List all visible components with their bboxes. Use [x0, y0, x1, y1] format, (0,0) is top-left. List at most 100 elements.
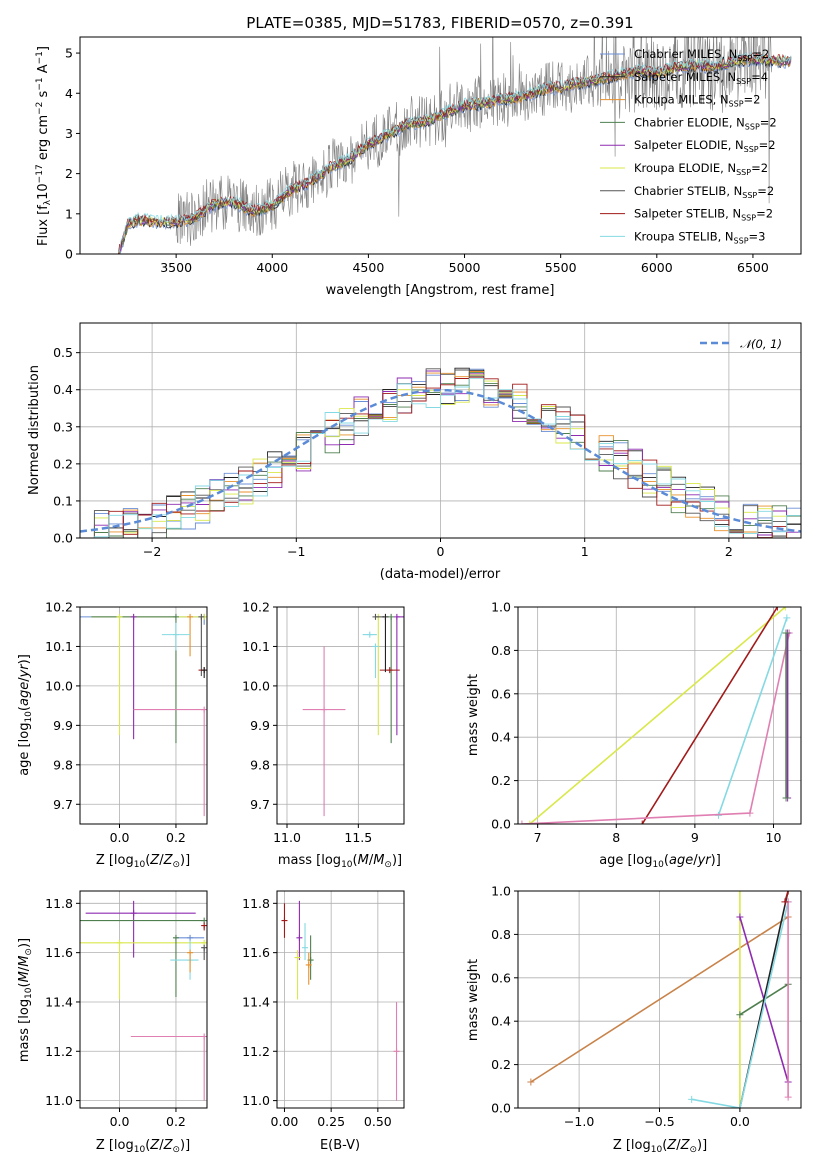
mass-vs-ebv-xlabel: E(B-V)	[320, 1138, 360, 1153]
residuals-xtick-label: 0	[437, 544, 445, 559]
spectrum-xtick-label: 4500	[352, 260, 384, 275]
age_vs_mass-xtick-label: 11.0	[273, 830, 301, 845]
spectrum-legend-label-sub: SSP	[737, 54, 752, 63]
mass_vs_ebv-plot-area	[281, 900, 400, 1101]
spectrum-ytick-label: 4	[65, 86, 73, 101]
spectrum-legend-label-base: Salpeter ELODIE, N	[634, 138, 744, 152]
age_vs_Z-point	[172, 631, 179, 638]
residuals-ytick-label: 0.5	[53, 345, 73, 360]
weight_vs_age-ytick-label: 0.6	[491, 686, 511, 701]
spectrum-legend-label-base: Chabrier MILES, N	[634, 47, 737, 61]
age_vs_Z-ytick-label: 9.9	[53, 718, 73, 733]
weight_vs_age-series-marker	[526, 820, 534, 824]
age_vs_mass-point	[388, 613, 395, 620]
age_vs_Z-ytick-label: 10.0	[45, 678, 73, 693]
spectrum-ytick-label: 0	[65, 247, 73, 262]
spectrum-legend-label-base: Salpeter MILES, N	[634, 70, 736, 84]
spectrum-legend-label: Kroupa ELODIE, NSSP=2	[634, 161, 768, 177]
age-vs-mass-frame	[276, 606, 405, 825]
mass_vs_Z-ytick-label: 11.8	[45, 896, 73, 911]
spectrum-xtick-label: 6000	[641, 260, 673, 275]
spectrum-legend-label-base: Chabrier ELODIE, N	[634, 115, 745, 129]
mass_vs_ebv-xtick-label: 0.50	[364, 1114, 392, 1129]
mass_vs_Z-ytick-label: 11.4	[45, 994, 73, 1009]
figure-title: PLATE=0385, MJD=51783, FIBERID=0570, z=0…	[246, 14, 633, 32]
age-vs-z-frame	[79, 606, 208, 825]
age_vs_Z-xtick-label: 0.2	[166, 830, 186, 845]
age_vs_mass-point	[382, 613, 389, 620]
mass_vs_Z-ytick-label: 11.6	[45, 945, 73, 960]
spectrum-ylabel: Flux [fλ10−17 erg cm−2 s−1 A−1]	[35, 46, 53, 246]
spectrum-legend-label-base: Kroupa STELIB, N	[634, 229, 734, 243]
spectrum-observed-line	[175, 37, 773, 246]
spectrum-ytick-label: 1	[65, 206, 73, 221]
mass-vs-z-ylabel: mass [log10(M/M⊙)]	[17, 938, 34, 1062]
mass_vs_ebv-ytick-label: 11.2	[242, 1044, 270, 1059]
weight_vs_Z-ytick-label: 0.8	[491, 927, 511, 942]
weight_vs_Z-ytick-label: 0.6	[491, 970, 511, 985]
spectrum-ytick-label: 3	[65, 126, 73, 141]
age_vs_mass-point	[366, 631, 373, 638]
residuals-xtick-label: 1	[581, 544, 589, 559]
residuals-ytick-label: 0.4	[53, 382, 73, 397]
age_vs_Z-point	[198, 613, 205, 620]
age_vs_Z-plot-area	[80, 613, 207, 817]
spectrum-model-line	[118, 52, 792, 254]
spectrum-legend-label-tail: =2	[759, 138, 776, 152]
weight_vs_Z-series-marker	[784, 891, 792, 895]
age_vs_Z-point	[201, 667, 207, 674]
age-vs-mass-panel: 11.0 11.5 9.7 9.8 9.9 10.0 10.1 10.2 mass [log1…	[242, 600, 405, 870]
weight_vs_Z-xtick-label: −0.5	[644, 1114, 674, 1129]
spectrum-legend-label-tail: =2	[760, 115, 777, 129]
mass_vs_ebv-xtick-label: 0.25	[317, 1114, 345, 1129]
weight_vs_Z-series-line	[784, 891, 789, 903]
age_vs_mass-point	[372, 613, 379, 620]
mass_vs_Z-xtick-label: 0.2	[166, 1114, 186, 1129]
mass_vs_Z-point	[201, 922, 207, 929]
weight_vs_age-series-line	[641, 607, 779, 824]
spectrum-legend-label-sub: SSP	[744, 145, 759, 154]
spectrum-xtick-label: 5000	[449, 260, 481, 275]
spectrum-legend-label-base: Kroupa ELODIE, N	[634, 161, 736, 175]
residual-histogram	[80, 377, 801, 538]
spectrum-legend-label-sub: SSP	[729, 100, 744, 109]
residual-histogram	[80, 370, 801, 538]
spectrum-legend-label-base: Salpeter STELIB, N	[634, 207, 741, 221]
mass_vs_Z-point	[201, 944, 207, 951]
mass-vs-z-frame	[79, 890, 208, 1109]
weight_vs_age-ytick-label: 0.2	[491, 773, 511, 788]
spectrum-legend-label-sub: SSP	[736, 77, 751, 86]
weight_vs_Z-ytick-label: 0.0	[491, 1101, 511, 1116]
weight-vs-age-panel: 7 8 9 10 0.0 0.2 0.4 0.6 0.8 1.0 age [log10(age/y…	[466, 600, 802, 870]
weight-vs-age-frame	[517, 606, 802, 825]
age_vs_mass-ytick-label: 10.1	[242, 639, 270, 654]
weight-vs-z-frame	[517, 890, 802, 1109]
weight_vs_Z-series-marker	[736, 1104, 744, 1108]
weight_vs_Z-ytick-label: 0.4	[491, 1014, 511, 1029]
mass_vs_Z-ytick-label: 11.2	[45, 1044, 73, 1059]
weight_vs_age-series-marker	[746, 809, 754, 817]
weight_vs_Z-series-marker	[527, 1078, 535, 1086]
age_vs_mass-plot-area	[302, 613, 404, 817]
weight_vs_Z-plot-area	[527, 891, 792, 1108]
weight_vs_age-xtick-label: 9	[691, 830, 699, 845]
age_vs_Z-ytick-label: 9.7	[53, 797, 73, 812]
spectrum-legend-label-sub: SSP	[742, 191, 757, 200]
weight_vs_age-series-line	[529, 607, 786, 824]
spectrum-legend-label: Salpeter MILES, NSSP=4	[634, 70, 768, 86]
weight_vs_age-series-marker	[783, 614, 791, 622]
weight_vs_Z-series-line	[691, 901, 789, 1108]
mass_vs_Z-xtick-label: 0.0	[110, 1114, 130, 1129]
residual-ylabel: Normed distribution	[27, 365, 42, 495]
weight_vs_Z-series-marker	[736, 891, 744, 895]
normal-legend-label: 𝒩(0, 1)	[740, 337, 782, 351]
mass_vs_ebv-point	[393, 1048, 400, 1055]
spectrum-legend-label: Chabrier ELODIE, NSSP=2	[634, 115, 777, 131]
weight_vs_age-ytick-label: 0.0	[491, 817, 511, 832]
spectrum-legend-label-sub: SSP	[741, 214, 756, 223]
age_vs_mass-ytick-label: 9.8	[250, 757, 270, 772]
weight_vs_Z-series-marker	[784, 1093, 792, 1101]
age_vs_mass-point	[386, 667, 393, 674]
